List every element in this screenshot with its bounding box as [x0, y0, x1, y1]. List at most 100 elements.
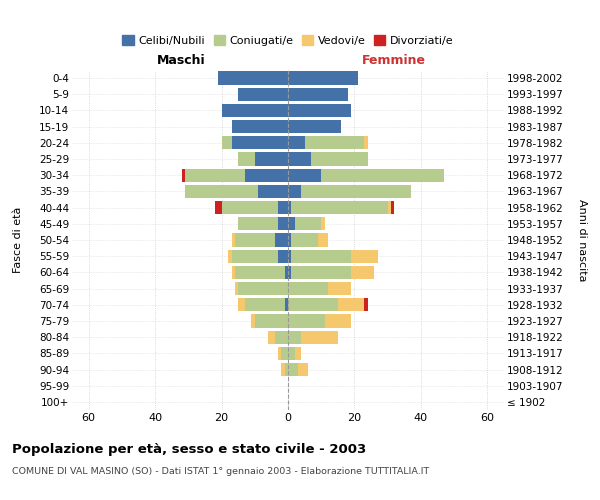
Bar [232, 234, 288, 246]
Bar [288, 152, 368, 166]
Bar [288, 136, 368, 149]
Bar [288, 185, 411, 198]
Bar [288, 234, 292, 246]
Bar [288, 152, 311, 166]
Bar [288, 201, 388, 214]
Bar [185, 168, 288, 182]
Bar [288, 298, 338, 312]
Bar [288, 250, 378, 263]
Bar [288, 266, 374, 279]
Bar [288, 363, 298, 376]
Bar [288, 88, 348, 101]
Bar [281, 363, 288, 376]
Bar [238, 217, 288, 230]
Bar [255, 314, 288, 328]
Bar [288, 136, 368, 149]
Bar [288, 282, 328, 295]
Bar [245, 298, 288, 312]
Bar [288, 363, 308, 376]
Bar [218, 72, 288, 85]
Bar [232, 120, 288, 134]
Bar [288, 72, 358, 85]
Bar [238, 217, 288, 230]
Bar [288, 136, 305, 149]
Bar [288, 363, 308, 376]
Bar [221, 136, 288, 149]
Text: Femmine: Femmine [362, 54, 427, 67]
Bar [288, 330, 338, 344]
Bar [221, 136, 288, 149]
Bar [232, 266, 288, 279]
Bar [288, 330, 301, 344]
Bar [232, 234, 288, 246]
Bar [288, 72, 358, 85]
Bar [275, 234, 288, 246]
Bar [288, 282, 351, 295]
Bar [232, 120, 288, 134]
Bar [288, 234, 318, 246]
Bar [288, 250, 351, 263]
Bar [228, 250, 288, 263]
Bar [288, 104, 351, 117]
Bar [288, 266, 374, 279]
Bar [288, 234, 328, 246]
Legend: Celibi/Nubili, Coniugati/e, Vedovi/e, Divorziati/e: Celibi/Nubili, Coniugati/e, Vedovi/e, Di… [122, 35, 454, 45]
Bar [288, 120, 341, 134]
Bar [275, 330, 288, 344]
Bar [288, 201, 292, 214]
Bar [288, 217, 295, 230]
Bar [228, 250, 288, 263]
Bar [221, 104, 288, 117]
Bar [221, 136, 288, 149]
Bar [288, 120, 341, 134]
Text: Popolazione per età, sesso e stato civile - 2003: Popolazione per età, sesso e stato civil… [12, 442, 366, 456]
Bar [238, 298, 288, 312]
Bar [258, 185, 288, 198]
Bar [288, 104, 351, 117]
Bar [288, 330, 338, 344]
Bar [221, 104, 288, 117]
Bar [185, 185, 288, 198]
Bar [268, 330, 288, 344]
Bar [288, 201, 391, 214]
Bar [235, 266, 288, 279]
Bar [288, 266, 292, 279]
Text: Fasce di età: Fasce di età [13, 207, 23, 273]
Bar [288, 346, 301, 360]
Bar [288, 168, 321, 182]
Text: Anni di nascita: Anni di nascita [577, 198, 587, 281]
Bar [288, 152, 368, 166]
Bar [232, 266, 288, 279]
Bar [288, 168, 444, 182]
Bar [235, 282, 288, 295]
Bar [288, 217, 325, 230]
Bar [238, 88, 288, 101]
Bar [268, 330, 288, 344]
Bar [288, 266, 351, 279]
Bar [281, 363, 288, 376]
Bar [288, 120, 341, 134]
Bar [185, 185, 288, 198]
Bar [288, 120, 341, 134]
Bar [218, 72, 288, 85]
Bar [232, 250, 288, 263]
Bar [251, 314, 288, 328]
Bar [288, 88, 348, 101]
Bar [185, 168, 288, 182]
Bar [278, 201, 288, 214]
Bar [238, 298, 288, 312]
Bar [288, 104, 351, 117]
Bar [288, 234, 328, 246]
Bar [221, 104, 288, 117]
Bar [238, 88, 288, 101]
Bar [221, 201, 288, 214]
Text: Maschi: Maschi [157, 54, 206, 67]
Bar [232, 136, 288, 149]
Bar [288, 185, 411, 198]
Bar [238, 217, 288, 230]
Bar [288, 72, 358, 85]
Bar [235, 282, 288, 295]
Bar [238, 88, 288, 101]
Bar [288, 298, 368, 312]
Bar [288, 282, 351, 295]
